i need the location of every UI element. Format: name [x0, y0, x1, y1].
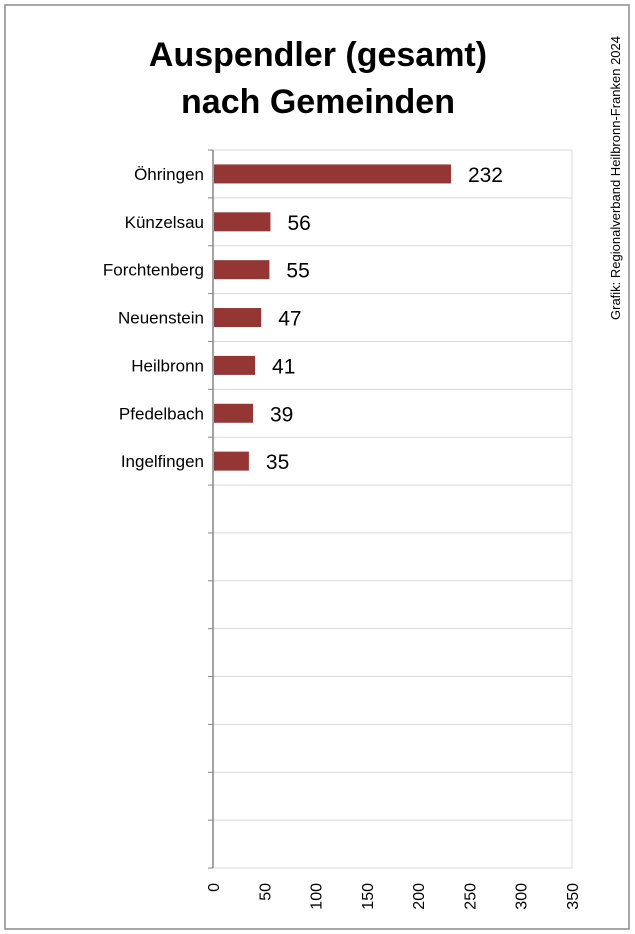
- value-label: 55: [286, 260, 309, 283]
- x-tick-label: 250: [462, 883, 479, 910]
- value-axis-ticks: 0 50 100 150 200 250 300 350: [206, 883, 582, 910]
- bar: [214, 260, 270, 280]
- category-label: Forchtenberg: [103, 261, 204, 280]
- x-tick-label: 100: [309, 883, 326, 910]
- x-tick-label: 0: [206, 883, 223, 892]
- category-label: Pfedelbach: [119, 404, 204, 423]
- x-tick-label: 200: [411, 883, 428, 910]
- chart-title-line-2: nach Gemeinden: [181, 83, 455, 121]
- chart-title-line-1: Auspendler (gesamt): [149, 36, 487, 74]
- category-label: Heilbronn: [131, 356, 204, 375]
- value-label: 232: [468, 164, 503, 187]
- chart-border: [4, 4, 630, 930]
- category-axis: [208, 149, 214, 869]
- category-label: Ingelfingen: [121, 452, 204, 471]
- value-label: 35: [266, 451, 289, 474]
- category-label: Neuenstein: [118, 309, 204, 328]
- x-tick-label: 150: [360, 883, 377, 910]
- bar: [214, 212, 271, 232]
- credit-text: Grafik: Regionalverband Heilbronn-Franke…: [608, 36, 623, 320]
- bar: [214, 451, 249, 471]
- bar: [214, 403, 254, 423]
- value-label: 39: [270, 403, 293, 426]
- bar: [214, 355, 256, 375]
- x-tick-label: 350: [565, 883, 582, 910]
- gridlines: [213, 149, 573, 869]
- labels: Öhringen 232 Künzelsau 56 Forchtenberg 55 Neue…: [103, 164, 503, 474]
- bar: [214, 164, 451, 184]
- x-tick-label: 300: [514, 883, 531, 910]
- bars: [214, 164, 451, 471]
- bar: [214, 308, 262, 328]
- category-label: Öhringen: [134, 165, 204, 184]
- value-label: 56: [287, 212, 310, 235]
- value-label: 41: [272, 355, 295, 378]
- x-tick-label: 50: [257, 883, 274, 901]
- value-label: 47: [278, 308, 301, 331]
- category-label: Künzelsau: [125, 213, 204, 232]
